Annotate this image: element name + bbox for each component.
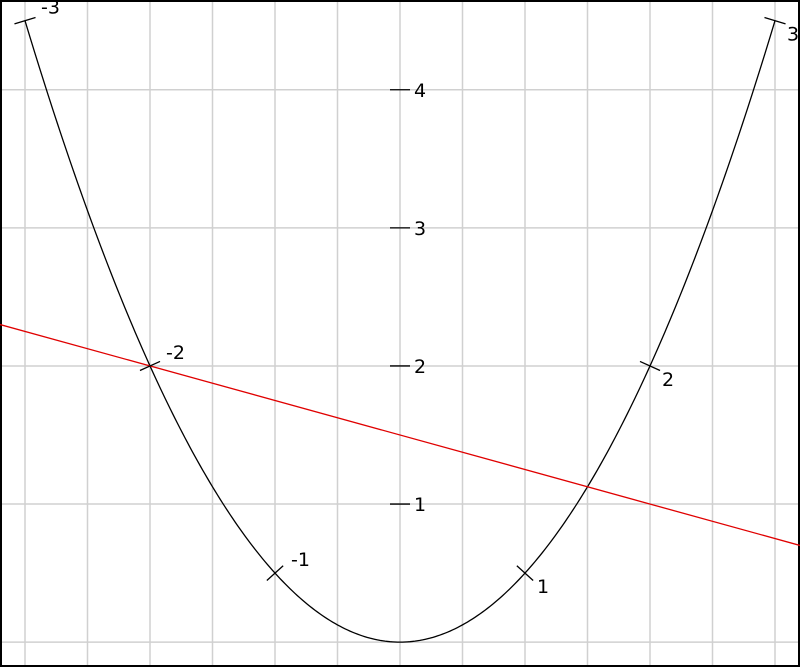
y-axis-tick-label: 3 xyxy=(414,218,426,240)
curve-tick xyxy=(516,565,534,581)
curve-tick xyxy=(14,16,36,25)
curve-tick xyxy=(266,565,284,581)
y-axis-tick-label: 2 xyxy=(414,356,426,378)
curve-ticks: -3 -2 -1 1 2 3 xyxy=(14,0,799,598)
curve-tick-label: 1 xyxy=(537,576,549,598)
curve-tick xyxy=(764,16,786,25)
curve-tick-label: -1 xyxy=(291,549,310,571)
red-line xyxy=(0,323,800,547)
curve-tick xyxy=(139,360,161,372)
y-axis-tick-label: 1 xyxy=(414,494,426,516)
y-axis-tick-label: 4 xyxy=(414,80,426,102)
curve-tick-label: -3 xyxy=(41,0,60,19)
curve-tick-label: 2 xyxy=(662,369,674,391)
curve-tick-label: 3 xyxy=(787,24,799,46)
curve-tick xyxy=(639,360,661,372)
curve-tick-label: -2 xyxy=(166,342,185,364)
y-axis-ticks: 1 2 3 4 xyxy=(390,80,426,516)
